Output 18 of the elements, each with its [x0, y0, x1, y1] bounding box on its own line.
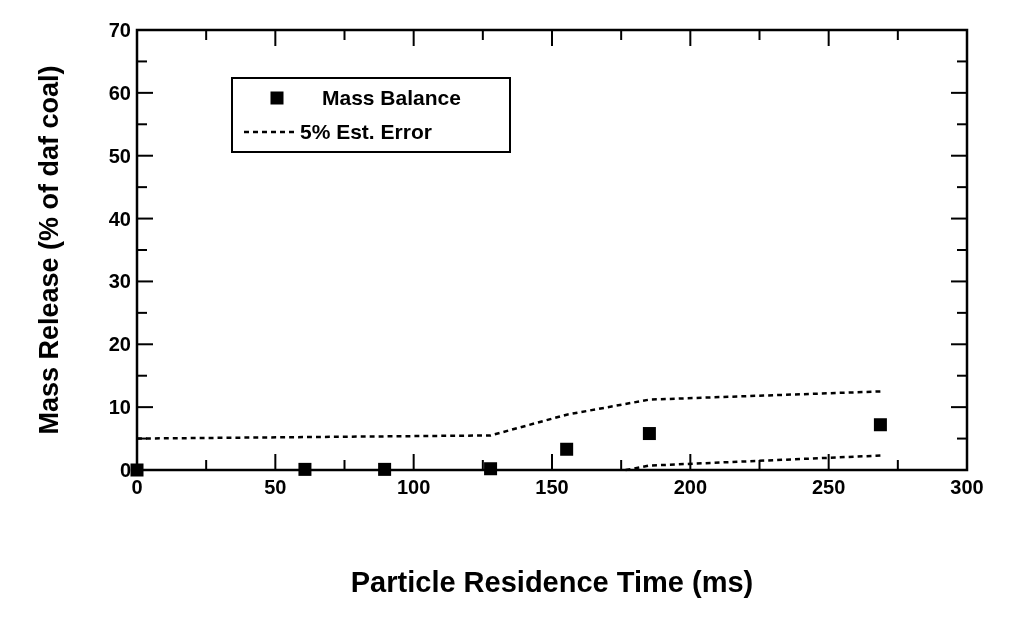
y-axis-title: Mass Release (% of daf coal) — [34, 65, 64, 435]
x-tick-label: 100 — [396, 476, 431, 498]
x-axis-title: Particle Residence Time (ms) — [350, 566, 754, 598]
y-tick-label: 50 — [108, 144, 131, 167]
y-tick-label: 40 — [108, 207, 131, 230]
y-tick-label: 70 — [108, 19, 131, 41]
y-tick-label: 10 — [108, 396, 131, 419]
legend-label: 5% Est. Error — [300, 120, 432, 144]
x-tick-label: 50 — [264, 476, 287, 498]
x-tick-label: 200 — [673, 476, 708, 498]
y-tick-label: 20 — [108, 333, 131, 356]
y-tick-label: 30 — [108, 270, 131, 293]
y-tick-label: 0 — [119, 459, 131, 481]
x-tick-label: 250 — [811, 476, 846, 498]
y-tick-label: 60 — [108, 81, 131, 104]
x-tick-label: 300 — [950, 476, 984, 498]
x-tick-label: 150 — [535, 476, 569, 498]
legend-label: Mass Balance — [322, 86, 461, 110]
